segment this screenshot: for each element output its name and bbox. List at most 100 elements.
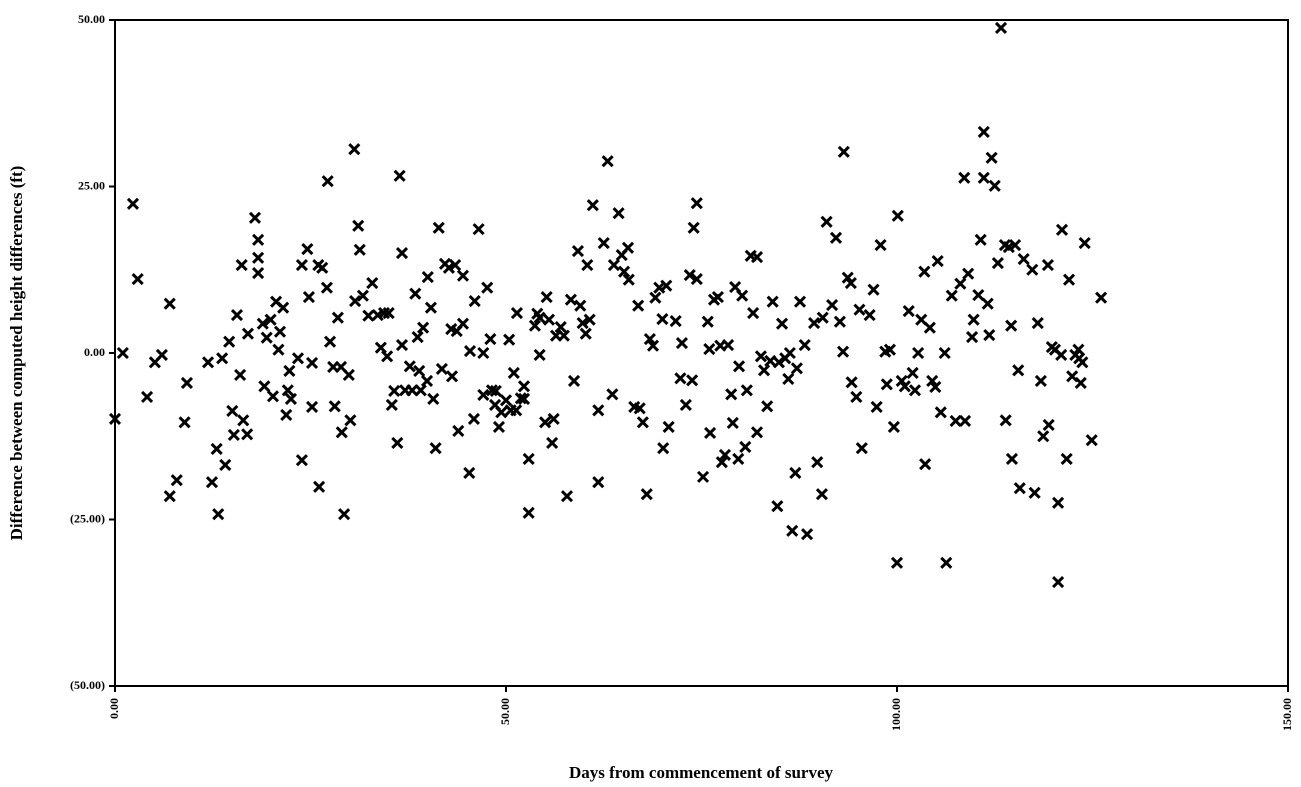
point [302,290,315,304]
x-tick-label: 150.00 [1280,698,1294,731]
point [264,313,277,326]
point [467,412,480,425]
point [273,325,287,338]
point [853,303,866,316]
point [542,313,556,326]
point [517,380,531,393]
point [632,299,645,312]
point [170,474,183,487]
point [539,416,552,429]
point [829,231,843,244]
point [636,416,649,429]
point [607,259,620,272]
point [867,283,880,296]
point [395,338,409,352]
point [622,273,635,286]
point [675,336,689,350]
point [227,428,240,441]
point [940,556,953,569]
point [155,348,168,362]
point [1078,237,1091,250]
point [786,524,799,537]
point [1037,430,1050,443]
point [801,528,814,541]
point [420,374,434,388]
point [560,490,574,503]
point [690,197,703,210]
point [988,179,1001,192]
point [163,297,176,310]
point [704,426,717,439]
point [277,301,290,314]
point [931,255,944,268]
point [640,488,653,501]
point [564,293,577,306]
point [592,476,605,489]
point [348,143,361,156]
point [421,271,434,284]
point [349,294,362,308]
point [395,247,409,260]
point [883,343,897,356]
point [517,392,531,406]
point [442,261,455,274]
point [281,384,294,397]
point [845,376,858,389]
point [435,362,448,376]
point [424,301,437,314]
point [295,454,308,467]
point [718,448,732,461]
point [413,364,426,378]
point [891,209,904,222]
point [836,345,850,358]
point [313,480,326,493]
point [977,125,990,138]
point [1055,223,1069,236]
point [906,366,919,380]
point [234,368,247,382]
point [547,412,560,425]
point [163,490,176,503]
point [571,245,585,258]
point [546,436,559,449]
point [1076,356,1089,369]
point [740,384,753,397]
y-tick-label: 50.00 [78,12,105,26]
point [492,420,506,433]
point [108,412,122,425]
point [328,400,341,413]
point [949,414,962,427]
point [798,338,811,352]
point [429,442,442,455]
point [983,328,996,342]
point [972,288,985,302]
point [902,304,915,318]
point [958,414,972,427]
point [353,243,366,256]
point [732,452,745,465]
point [750,251,764,264]
point [554,320,567,334]
point [283,364,296,378]
point [739,440,752,453]
x-axis-label: Days from commencement of survey [569,763,834,782]
point [732,360,746,373]
point [522,452,535,465]
point [683,269,696,282]
point [335,426,348,439]
plot-frame [114,19,1289,687]
point [633,402,646,415]
point [991,257,1004,270]
point [510,306,524,320]
point [649,291,662,304]
y-axis-label: Difference between computed height diffe… [7,166,26,541]
point [477,388,490,402]
point [252,233,265,246]
point [463,344,477,358]
point [754,350,767,363]
point [223,335,236,348]
point [484,332,497,346]
point [241,428,254,441]
point [1034,374,1047,388]
point [1013,482,1026,495]
